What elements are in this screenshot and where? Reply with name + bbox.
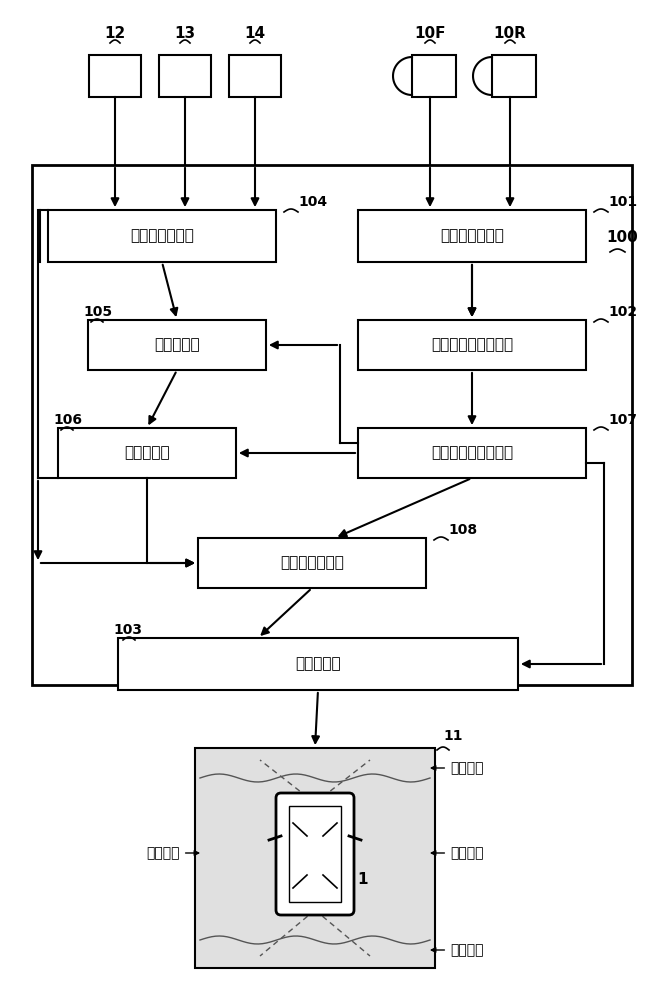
Bar <box>229 55 281 97</box>
Text: 101: 101 <box>608 195 637 209</box>
Bar <box>32 165 632 685</box>
Text: 12: 12 <box>105 25 126 40</box>
Bar <box>195 748 435 968</box>
Bar <box>358 210 586 262</box>
Text: 图像显示部: 图像显示部 <box>295 656 341 672</box>
Bar <box>412 55 456 97</box>
Text: 1: 1 <box>357 872 368 888</box>
Text: 100: 100 <box>606 231 638 245</box>
Bar <box>198 538 426 588</box>
Text: 11: 11 <box>443 729 462 743</box>
Text: 106: 106 <box>53 413 82 427</box>
Text: 异物去除部: 异物去除部 <box>124 446 170 460</box>
Text: 拍摄俯瞰图像存储部: 拍摄俯瞰图像存储部 <box>431 446 513 460</box>
Text: 死角区域: 死角区域 <box>432 846 484 860</box>
Bar <box>358 428 586 478</box>
Bar <box>159 55 211 97</box>
Text: 14: 14 <box>244 25 266 40</box>
Text: 13: 13 <box>174 25 196 40</box>
Text: 拍摄俯瞰图像生成部: 拍摄俯瞰图像生成部 <box>431 338 513 353</box>
Bar <box>48 210 276 262</box>
Text: 拍摄图像获取部: 拍摄图像获取部 <box>440 229 504 243</box>
Text: 10F: 10F <box>414 25 446 40</box>
Text: 105: 105 <box>83 305 112 319</box>
Text: 历史图像截取部: 历史图像截取部 <box>280 556 344 570</box>
Text: 103: 103 <box>113 623 142 637</box>
Text: 移动信息获取部: 移动信息获取部 <box>130 229 194 243</box>
Bar <box>492 55 536 97</box>
Text: 102: 102 <box>608 305 637 319</box>
Text: 104: 104 <box>298 195 327 209</box>
Text: 拍摄区域: 拍摄区域 <box>432 943 484 957</box>
Bar <box>89 55 141 97</box>
Text: 107: 107 <box>608 413 637 427</box>
Text: 异物检测部: 异物检测部 <box>155 338 200 353</box>
Text: 10R: 10R <box>494 25 526 40</box>
Bar <box>289 806 341 902</box>
Bar <box>88 320 266 370</box>
Text: 死角区域: 死角区域 <box>147 846 198 860</box>
Text: 拍摄区域: 拍摄区域 <box>432 761 484 775</box>
Bar <box>58 428 236 478</box>
FancyBboxPatch shape <box>276 793 354 915</box>
Text: 108: 108 <box>448 523 477 537</box>
Bar <box>358 320 586 370</box>
Bar <box>118 638 518 690</box>
